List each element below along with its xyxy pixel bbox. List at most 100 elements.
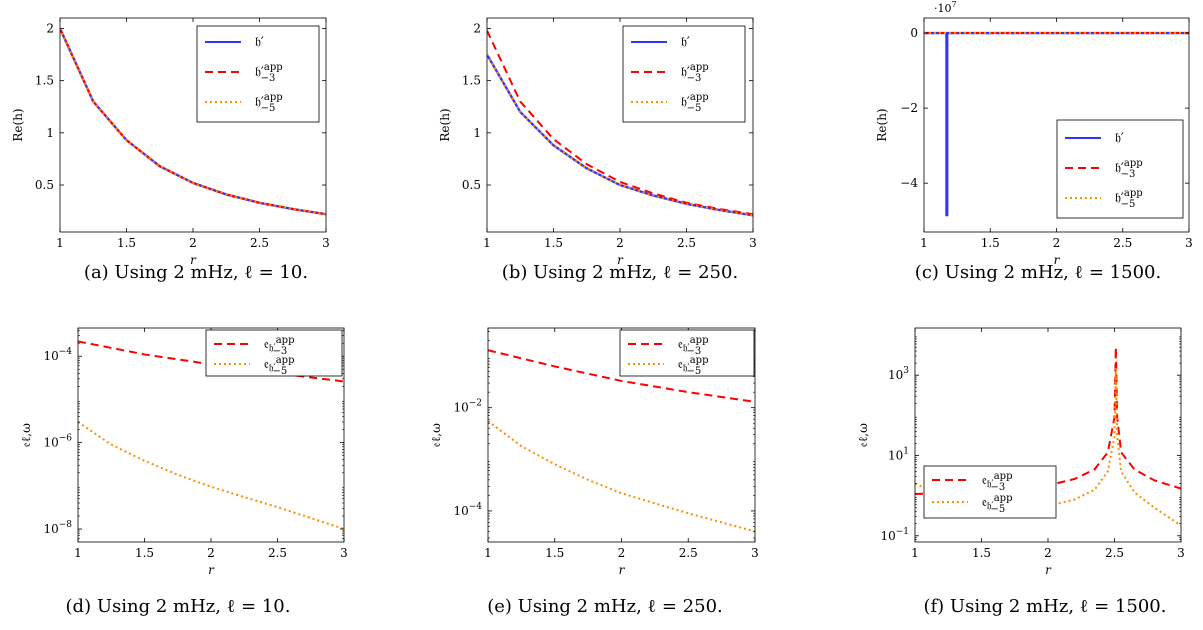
legend-entry-1: 𝔥′: [681, 35, 690, 50]
y-tick-exponent: −8: [59, 520, 73, 530]
x-tick-label: 3: [1177, 546, 1185, 560]
y-tick-label: 0.5: [35, 178, 54, 192]
y-axis-label: 𝔢ℓ,ω: [429, 423, 443, 447]
y-tick-base: 10: [453, 504, 468, 518]
y-tick-base: 10: [43, 522, 58, 536]
y-tick-label: 0.5: [462, 178, 481, 192]
legend-superscript: app: [276, 335, 295, 346]
y-tick-exponent: 1: [903, 446, 909, 456]
y-tick-exponent: −1: [896, 527, 909, 537]
legend-entry-1: 𝔥′: [1115, 131, 1124, 146]
legend-superscript: app: [994, 471, 1013, 482]
legend-series-name: 𝔢: [264, 357, 269, 372]
legend-series-name: 𝔥′: [255, 95, 264, 110]
legend-entry-1: 𝔥′: [255, 35, 264, 50]
legend: 𝔥′𝔥′app −3𝔥′app −5: [1056, 119, 1184, 219]
x-tick-label: 2.5: [1105, 546, 1124, 560]
legend-series-name: 𝔥′: [681, 95, 690, 110]
x-axis-label: r: [619, 563, 626, 577]
legend-entry-2: 𝔢𝔥′app −5: [982, 493, 1012, 515]
x-tick-label: 1.5: [117, 236, 136, 250]
panel-caption: (f) Using 2 mHz, ℓ = 1500.: [924, 596, 1167, 617]
y-tick-exponent: −4: [469, 502, 483, 512]
y-tick-label: −2: [900, 101, 918, 115]
legend-frame: [205, 329, 343, 377]
legend-subscript-name: 𝔥′: [269, 343, 277, 354]
legend-superscript: app: [264, 62, 283, 73]
y-axis-label: 𝔢ℓ,ω: [856, 423, 870, 447]
panel-caption: (a) Using 2 mHz, ℓ = 10.: [84, 262, 308, 283]
legend-entry-3: 𝔥′app −5: [255, 92, 283, 114]
legend-entry-2: 𝔥′app −3: [681, 62, 709, 84]
y-axis-label: 𝔢ℓ,ω: [19, 423, 33, 447]
legend-entry-1: 𝔢𝔥′app −3: [678, 335, 708, 357]
series-line-2: [488, 420, 755, 533]
y-tick-label: 1: [473, 126, 481, 140]
x-tick-label: 3: [749, 236, 757, 250]
legend-superscript: app: [690, 62, 709, 73]
y-tick-label: 10−1: [880, 527, 909, 543]
legend-subscript: −3: [272, 346, 287, 357]
x-tick-label: 3: [1185, 236, 1193, 250]
y-tick-base: 10: [453, 401, 468, 415]
legend-superscript: app: [1124, 158, 1143, 169]
y-tick-label: 10−4: [43, 347, 72, 363]
x-tick-label: 1: [56, 236, 64, 250]
x-tick-label: 1.5: [972, 546, 991, 560]
x-tick-label: 2: [207, 546, 215, 560]
legend: 𝔢𝔥′app −3𝔢𝔥′app −5: [923, 465, 1057, 519]
legend-series-name: 𝔥′: [1115, 191, 1124, 206]
legend: 𝔢𝔥′app −3𝔢𝔥′app −5: [619, 329, 755, 377]
series-group: [924, 31, 1189, 217]
legend-subscript-name: 𝔥′: [987, 479, 995, 490]
legend-subscript: −3: [261, 73, 276, 84]
x-axis-label: r: [208, 563, 215, 577]
series-line-3: [60, 28, 326, 216]
y-tick-label: 101: [888, 446, 909, 462]
legend-subscript: −5: [272, 366, 287, 377]
y-tick-base: 10: [880, 529, 895, 543]
legend-series-name: 𝔥′: [255, 65, 264, 80]
legend: 𝔢𝔥′app −3𝔢𝔥′app −5: [205, 329, 343, 377]
legend-series-name: 𝔢: [678, 357, 683, 372]
panel-caption: (d) Using 2 mHz, ℓ = 10.: [66, 596, 291, 617]
y-tick-exponent: −2: [469, 399, 482, 409]
x-tick-label: 3: [751, 546, 759, 560]
series-line-2: [487, 30, 753, 216]
legend-subscript-name: 𝔥′: [683, 363, 691, 374]
series-line-1: [488, 349, 755, 403]
x-tick-label: 2.5: [1113, 236, 1132, 250]
series-line-2: [78, 421, 344, 530]
series-line-3: [487, 54, 753, 217]
y-tick-base: 10: [43, 349, 58, 363]
legend-subscript: −3: [990, 482, 1005, 493]
series-line-2: [915, 368, 1181, 527]
y-exponent-base: ·10: [934, 2, 952, 15]
series-group: [488, 349, 755, 533]
legend-superscript: app: [690, 92, 709, 103]
legend-superscript: app: [1124, 188, 1143, 199]
legend-superscript: app: [690, 335, 709, 346]
x-tick-label: 2.5: [677, 236, 696, 250]
legend-subscript: −5: [261, 103, 276, 114]
x-tick-label: 1: [911, 546, 919, 560]
legend-entry-2: 𝔥′app −3: [1115, 158, 1143, 180]
legend-subscript: −3: [687, 73, 702, 84]
panel-caption: (e) Using 2 mHz, ℓ = 250.: [487, 596, 723, 617]
y-tick-label: 10−8: [43, 520, 72, 536]
legend-entry-1: 𝔢𝔥′app −3: [982, 471, 1012, 493]
x-tick-label: 3: [322, 236, 330, 250]
y-tick-label: 1.5: [462, 74, 481, 88]
y-exponent-label: ·107: [934, 0, 957, 15]
legend-entry-2: 𝔢𝔥′app −5: [264, 355, 294, 377]
x-tick-label: 2: [1053, 236, 1061, 250]
legend-series-name: 𝔥′: [1115, 161, 1124, 176]
x-axis-label: r: [1045, 563, 1052, 577]
panel-caption: (c) Using 2 mHz, ℓ = 1500.: [915, 262, 1161, 283]
y-axis-label: Re(h): [875, 108, 889, 141]
